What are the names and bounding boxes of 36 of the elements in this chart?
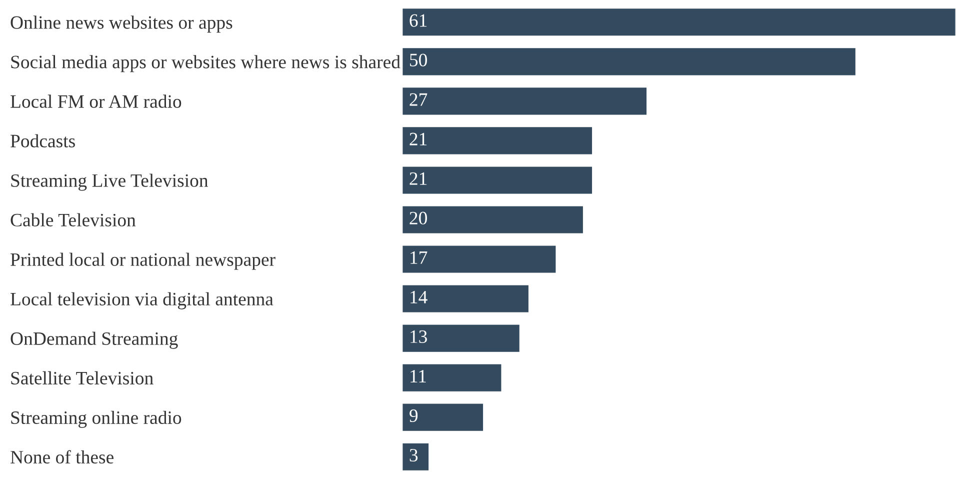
y-tick-label: None of these bbox=[10, 450, 114, 464]
data-label: 27 bbox=[410, 93, 428, 106]
y-tick-label: Online news websites or apps bbox=[10, 16, 232, 33]
bar bbox=[402, 284, 530, 314]
data-label: 17 bbox=[410, 251, 428, 264]
data-label: 50 bbox=[410, 54, 427, 66]
bar bbox=[402, 244, 558, 274]
bar bbox=[402, 323, 521, 354]
y-tick-label: Satellite Television bbox=[11, 371, 154, 384]
data-label: 61 bbox=[410, 14, 427, 27]
y-tick-label: Streaming Live Television bbox=[11, 174, 208, 191]
data-label: 21 bbox=[410, 132, 427, 146]
bar bbox=[402, 442, 430, 472]
y-tick-label: Social media apps or websites where news is shared bbox=[11, 55, 400, 72]
data-label: 21 bbox=[410, 172, 427, 185]
bar bbox=[402, 126, 594, 156]
bar bbox=[402, 86, 648, 116]
bar bbox=[402, 362, 503, 393]
y-tick-label: Streaming online radio bbox=[11, 410, 182, 428]
data-label: 9 bbox=[410, 409, 418, 422]
bar bbox=[402, 402, 484, 432]
data-label: 13 bbox=[410, 330, 427, 343]
y-tick-label: OnDemand Streaming bbox=[10, 332, 178, 349]
bar bbox=[402, 165, 594, 196]
y-tick-label: Cable Television bbox=[10, 213, 136, 226]
y-tick-label: Podcasts bbox=[10, 134, 75, 148]
data-label: 3 bbox=[410, 448, 418, 462]
data-label: 11 bbox=[410, 370, 426, 382]
data-label: 20 bbox=[410, 212, 427, 224]
y-tick-label: Printed local or national newspaper bbox=[10, 252, 276, 270]
bar bbox=[402, 7, 956, 38]
bar bbox=[402, 204, 584, 235]
data-label: 14 bbox=[410, 290, 428, 304]
bar bbox=[402, 46, 857, 77]
y-tick-label: Local television via digital antenna bbox=[10, 292, 274, 310]
y-tick-label: Local FM or AM radio bbox=[10, 94, 182, 108]
